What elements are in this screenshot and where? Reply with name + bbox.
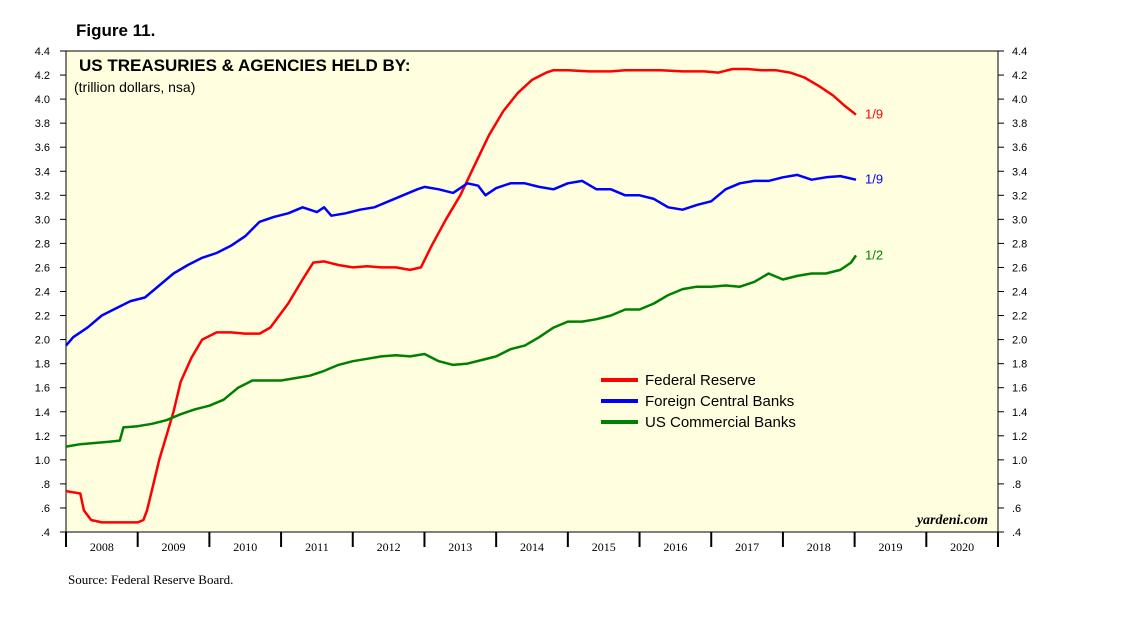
y-tick-label-right: 4.4 [1012, 46, 1027, 58]
y-tick-label-right: 1.6 [1012, 383, 1027, 395]
y-tick-label-right: .4 [1012, 527, 1021, 539]
figure-label: Figure 11. [76, 21, 155, 40]
legend: Federal Reserve Foreign Central Banks US C… [601, 372, 796, 431]
y-tick-label-right: 1.8 [1012, 359, 1027, 371]
series-line-us-commercial-banks [65, 254, 858, 448]
x-tick-label: 2009 [162, 540, 186, 554]
y-tick-label-left: 2.0 [35, 335, 50, 347]
y-tick-label-left: 3.2 [35, 190, 50, 202]
x-tick-label: 2011 [305, 540, 329, 554]
end-label-federal-reserve: 1/9 [865, 107, 883, 122]
y-tick-label-right: 3.4 [1012, 166, 1027, 178]
y-tick-label-right: 3.8 [1012, 118, 1027, 130]
y-axis-right: 4.4 4.2 4.0 3.8 3.6 3.4 3.2 3.0 2.8 2.6 2.4 2.2 2.0 1… [998, 46, 1027, 539]
y-tick-label-left: .4 [41, 527, 50, 539]
y-tick-label-right: 1.0 [1012, 455, 1027, 467]
plot-area [65, 50, 999, 533]
series-line-federal-reserve [65, 67, 857, 524]
y-tick-label-right: 3.0 [1012, 214, 1027, 226]
y-tick-label-left: 1.2 [35, 431, 50, 443]
series-lines [65, 67, 858, 524]
y-tick-label-left: 2.8 [35, 238, 50, 250]
x-axis: 2008 2009 2010 2011 2012 2013 2014 2015 2016 2017… [65, 532, 999, 554]
y-tick-label-left: 1.4 [35, 407, 50, 419]
end-label-foreign-central-banks: 1/9 [865, 172, 883, 187]
y-tick-label-right: 2.2 [1012, 311, 1027, 323]
x-tick-label: 2014 [520, 540, 544, 554]
series-end-labels: 1/9 1/9 1/2 [865, 107, 883, 263]
source-note: Source: Federal Reserve Board. [68, 572, 233, 587]
y-tick-label-left: 4.2 [35, 70, 50, 82]
x-tick-label: 2015 [592, 540, 616, 554]
y-tick-label-right: 3.2 [1012, 190, 1027, 202]
y-tick-label-left: 1.8 [35, 359, 50, 371]
y-tick-label-left: 4.0 [35, 94, 50, 106]
y-tick-label-left: .8 [41, 479, 50, 491]
y-tick-label-left: 3.8 [35, 118, 50, 130]
y-tick-label-right: .8 [1012, 479, 1021, 491]
x-tick-label: 2020 [950, 540, 974, 554]
y-tick-label-right: 1.2 [1012, 431, 1027, 443]
x-tick-label: 2017 [735, 540, 759, 554]
chart-subtitle: (trillion dollars, nsa) [74, 79, 195, 95]
y-tick-label-right: 2.6 [1012, 262, 1027, 274]
y-tick-label-left: .6 [41, 503, 50, 515]
legend-label-federal-reserve: Federal Reserve [645, 372, 756, 389]
y-tick-label-left: 2.4 [35, 287, 50, 299]
x-tick-label: 2010 [233, 540, 257, 554]
y-tick-label-right: 4.0 [1012, 94, 1027, 106]
y-tick-label-left: 1.6 [35, 383, 50, 395]
y-tick-label-right: 2.0 [1012, 335, 1027, 347]
y-tick-label-right: 4.2 [1012, 70, 1027, 82]
x-tick-label: 2019 [878, 540, 902, 554]
y-tick-label-left: 4.4 [35, 46, 50, 58]
y-tick-label-right: 2.8 [1012, 238, 1027, 250]
x-tick-label: 2013 [448, 540, 472, 554]
y-tick-label-right: 3.6 [1012, 142, 1027, 154]
y-tick-label-right: .6 [1012, 503, 1021, 515]
legend-label-foreign-central-banks: Foreign Central Banks [645, 393, 794, 410]
y-tick-label-left: 3.4 [35, 166, 50, 178]
x-tick-label: 2012 [377, 540, 401, 554]
end-label-us-commercial-banks: 1/2 [865, 247, 883, 262]
x-tick-label: 2018 [807, 540, 831, 554]
y-tick-label-left: 3.6 [35, 142, 50, 154]
y-tick-label-left: 3.0 [35, 214, 50, 226]
y-tick-label-right: 2.4 [1012, 287, 1027, 299]
y-axis-left: 4.4 4.2 4.0 3.8 3.6 3.4 3.2 3.0 2.8 2.6 2.4 2.2 2.0 1… [35, 46, 66, 539]
y-tick-label-left: 2.2 [35, 311, 50, 323]
y-tick-label-right: 1.4 [1012, 407, 1027, 419]
credit-text: yardeni.com [915, 513, 988, 528]
series-line-foreign-central-banks [65, 173, 857, 347]
legend-label-us-commercial-banks: US Commercial Banks [645, 414, 796, 431]
x-tick-label: 2016 [663, 540, 687, 554]
x-tick-label: 2008 [90, 540, 114, 554]
chart-title: US TREASURIES & AGENCIES HELD BY: [79, 56, 411, 75]
y-tick-label-left: 2.6 [35, 262, 50, 274]
y-tick-label-left: 1.0 [35, 455, 50, 467]
